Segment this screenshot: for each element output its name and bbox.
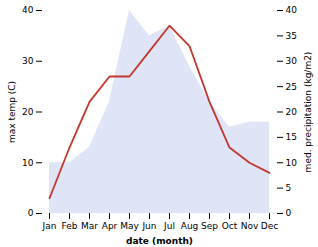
svg-text:10: 10 xyxy=(22,158,34,168)
svg-text:0: 0 xyxy=(286,208,292,218)
svg-text:30: 30 xyxy=(22,56,34,66)
svg-text:20: 20 xyxy=(22,107,34,117)
svg-text:Jun: Jun xyxy=(141,221,156,231)
svg-text:Aug: Aug xyxy=(181,221,199,231)
svg-text:Jan: Jan xyxy=(42,221,57,231)
svg-text:max temp (C): max temp (C) xyxy=(7,81,17,143)
svg-text:date (month): date (month) xyxy=(126,236,193,246)
svg-text:5: 5 xyxy=(286,183,292,193)
svg-text:med. precipitation (kg/m2): med. precipitation (kg/m2) xyxy=(303,52,313,173)
svg-text:40: 40 xyxy=(22,5,34,15)
svg-text:Sep: Sep xyxy=(201,221,218,231)
svg-text:Feb: Feb xyxy=(62,221,78,231)
svg-text:20: 20 xyxy=(286,107,298,117)
svg-text:30: 30 xyxy=(286,56,298,66)
svg-text:Nov: Nov xyxy=(241,221,259,231)
svg-text:40: 40 xyxy=(286,5,298,15)
svg-text:Apr: Apr xyxy=(102,221,118,231)
svg-text:35: 35 xyxy=(286,31,297,41)
svg-text:Jul: Jul xyxy=(163,221,175,231)
svg-text:15: 15 xyxy=(286,132,297,142)
svg-text:May: May xyxy=(120,221,139,231)
svg-text:25: 25 xyxy=(286,82,297,92)
svg-text:0: 0 xyxy=(28,208,34,218)
svg-text:Dec: Dec xyxy=(261,221,278,231)
svg-text:Oct: Oct xyxy=(222,221,238,231)
svg-text:Mar: Mar xyxy=(81,221,98,231)
svg-text:10: 10 xyxy=(286,158,298,168)
